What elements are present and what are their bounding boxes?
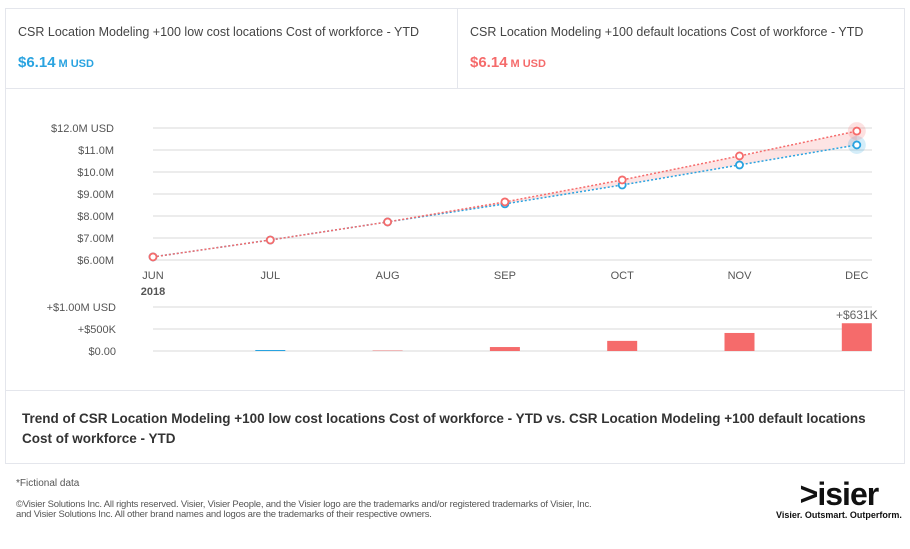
y-tick-label: $8.00M [77, 211, 114, 223]
x-tick-label: NOV [728, 270, 753, 282]
copyright: ©Visier Solutions Inc. All rights reserv… [16, 499, 592, 520]
fictional-note: *Fictional data [16, 478, 80, 489]
data-point [148, 252, 158, 262]
data-point [265, 235, 275, 245]
x-tick-label: SEP [494, 270, 516, 282]
x-tick-label: DEC [845, 270, 868, 282]
data-point [852, 140, 862, 150]
bar-data-label: +$631K [836, 308, 878, 322]
y-tick-label: $10.0M [77, 167, 114, 179]
visier-logo: >isier Visier. Outsmart. Outperform. [776, 476, 902, 520]
year-label: 2018 [141, 286, 165, 298]
x-tick-label: JUN [142, 270, 163, 282]
difference-bar [255, 350, 286, 351]
data-point [383, 217, 393, 227]
data-point [500, 197, 510, 207]
y-tick-label: $0.00 [88, 346, 116, 358]
kpi-value: $6.14 M USD [18, 54, 94, 71]
difference-bar [724, 332, 755, 351]
y-tick-label: $9.00M [77, 189, 114, 201]
y-tick-label: $6.00M [77, 255, 114, 267]
x-tick-label: JUL [261, 270, 281, 282]
data-point [852, 126, 862, 136]
difference-bar [607, 340, 638, 351]
trend-chart: $12.0M USD $11.0M $10.0M $9.00M $8.00M $7.00M… [5, 88, 905, 391]
kpi-value: $6.14 M USD [470, 54, 546, 71]
kpi-card-default[interactable]: CSR Location Modeling +100 default locat… [457, 8, 905, 89]
difference-bar [489, 347, 520, 351]
y-tick-label: +$1.00M USD [47, 302, 116, 314]
difference-bar [841, 323, 872, 351]
kpi-title: CSR Location Modeling +100 low cost loca… [18, 25, 419, 39]
chart-svg: $12.0M USD $11.0M $10.0M $9.00M $8.00M $7.00M… [47, 122, 878, 358]
y-tick-label: $11.0M [78, 145, 114, 157]
y-tick-label: +$500K [78, 324, 117, 336]
x-tick-label: AUG [376, 270, 400, 282]
kpi-card-low-cost[interactable]: CSR Location Modeling +100 low cost loca… [5, 8, 458, 89]
data-point [617, 175, 627, 185]
y-tick-label: $7.00M [77, 233, 114, 245]
data-point [735, 160, 744, 170]
difference-bar [372, 350, 403, 351]
x-tick-label: OCT [611, 270, 635, 282]
kpi-title: CSR Location Modeling +100 default locat… [470, 25, 864, 39]
data-point [735, 151, 744, 161]
chart-description-title: Trend of CSR Location Modeling +100 low … [5, 390, 905, 464]
y-tick-label: $12.0M USD [51, 123, 114, 135]
